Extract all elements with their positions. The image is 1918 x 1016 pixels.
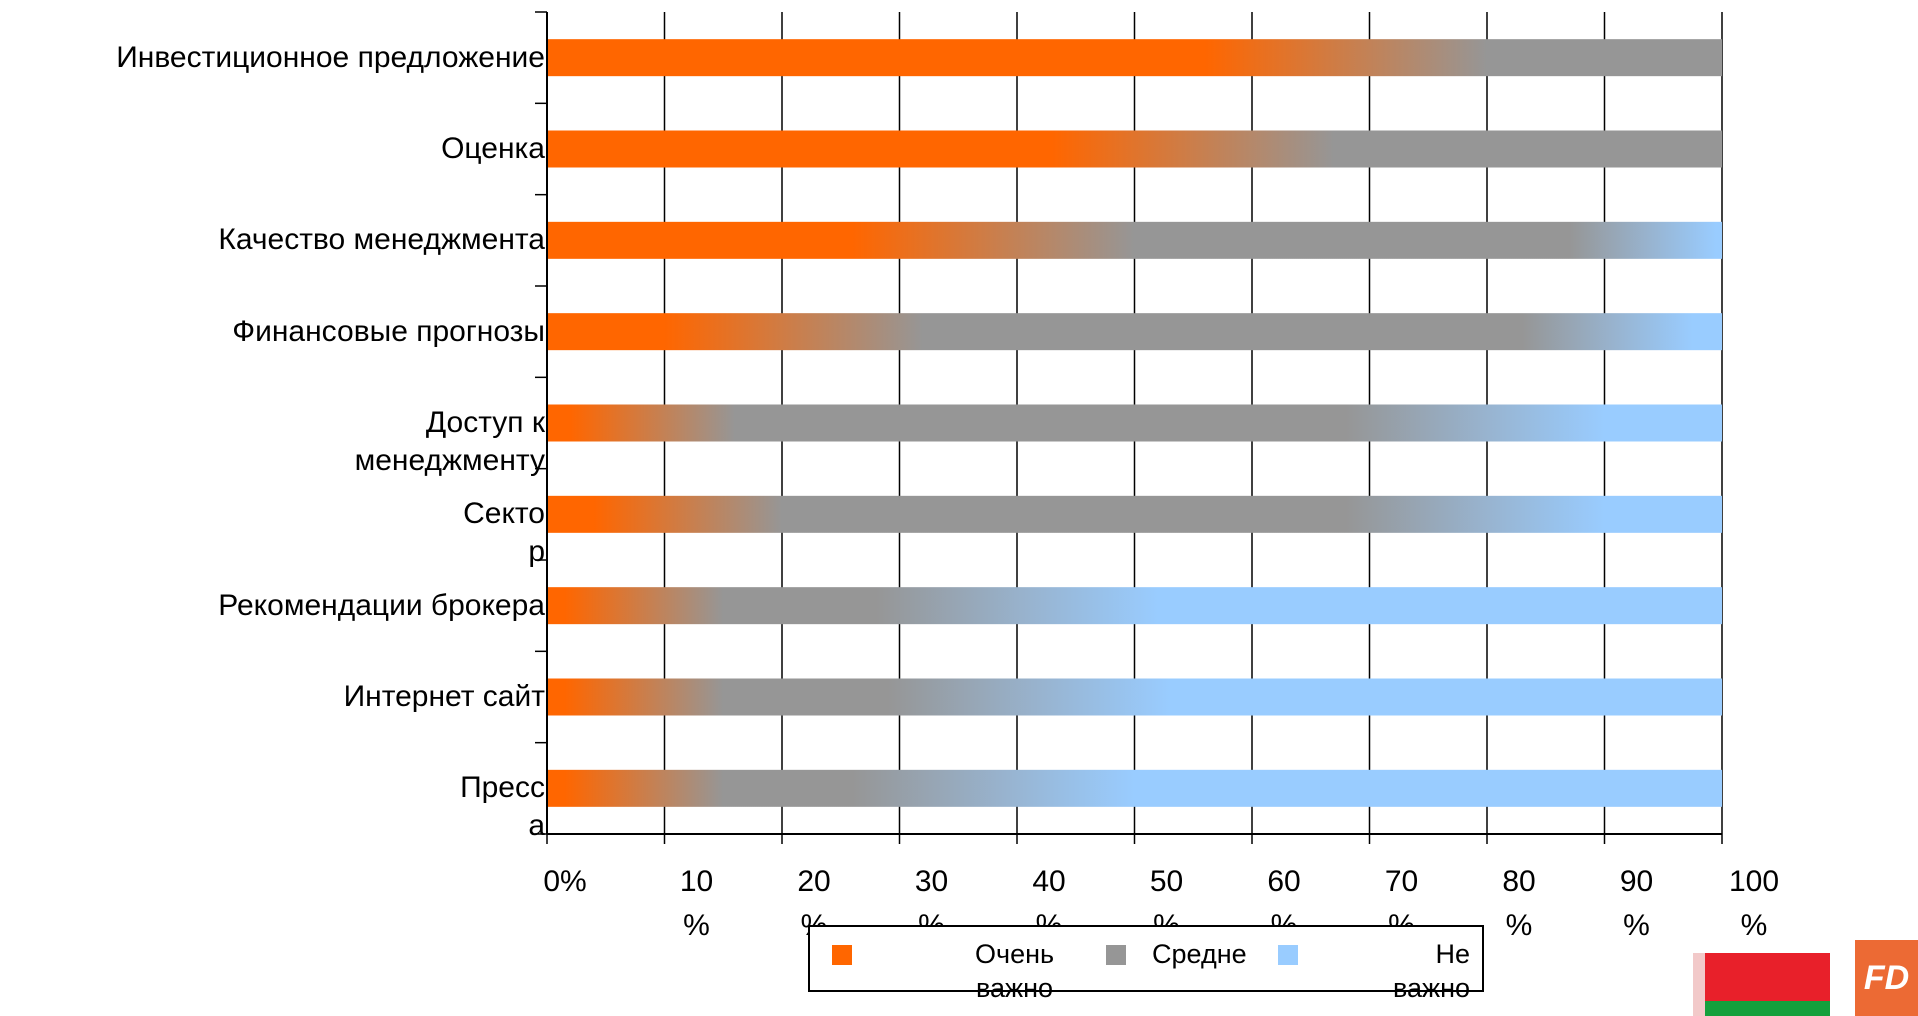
x-tick-label-line: 70 [1384, 865, 1419, 898]
x-tick-label-line: 0% [543, 865, 587, 898]
legend-swatch-very-important [832, 945, 852, 965]
bar-segment [547, 222, 994, 259]
x-tick-label-line: 40 [1032, 865, 1066, 898]
bar-segment [1346, 39, 1722, 76]
bar-row [547, 130, 1722, 168]
bar-segment [582, 679, 1029, 716]
category-label-line: р [528, 535, 545, 569]
x-tick-label-line: 50 [1149, 865, 1184, 898]
category-label-line: Качество менеджмента [218, 223, 545, 257]
bar-row [547, 404, 1722, 442]
x-tick-label-line: % [683, 909, 710, 942]
x-tick-label-line: % [1505, 909, 1533, 942]
bar-segment [594, 405, 1487, 442]
x-tick-label-line: 30 [914, 865, 949, 898]
category-label-line: Рекомендации брокера [218, 588, 545, 622]
bar-segment [547, 39, 1346, 76]
category-label: Интернет сайт [344, 678, 545, 716]
bar-row [547, 495, 1722, 533]
category-label: Секто р [463, 495, 545, 571]
bar-segment [994, 770, 1723, 807]
x-tick-label-line: % [1623, 909, 1650, 942]
bar-row [547, 221, 1722, 259]
x-tick-label-line: % [1740, 909, 1768, 942]
category-label-line: Секто [463, 497, 545, 531]
bar-segment [547, 313, 782, 350]
bar-segment [1487, 496, 1722, 533]
legend-label-medium: Средне [1152, 939, 1247, 969]
bars [547, 39, 1722, 807]
belarus-flag-logo [1693, 953, 1830, 1016]
x-tick-label: 0% [525, 860, 605, 904]
bar-segment [547, 131, 1193, 168]
bar-segment [641, 496, 1487, 533]
category-label: Инвестиционное предложение [116, 39, 545, 77]
legend: Очень важно Средне Не важно [808, 925, 1484, 1003]
x-tick-label-line: 80 [1502, 865, 1536, 898]
bar-segment [1017, 587, 1722, 624]
x-tick-label-line: 90 [1619, 865, 1654, 898]
category-label: Оценка [441, 130, 545, 168]
bar-segment [547, 770, 582, 807]
x-tick-label-line: 60 [1267, 865, 1301, 898]
x-tick-label: 80% [1479, 860, 1559, 948]
category-label-line: Пресс [460, 771, 545, 805]
category-label-line: а [528, 809, 545, 843]
category-label-line: Доступ к [425, 406, 545, 439]
bar-row [547, 678, 1722, 716]
bar-segment [547, 679, 582, 716]
x-tick-label-line: 10 [679, 865, 714, 898]
bar-segment [547, 496, 641, 533]
category-label-line: менеджменту [354, 444, 545, 477]
fd-logo: FD [1855, 940, 1918, 1016]
category-label: Доступ к менеджменту [355, 404, 545, 480]
bar-row [547, 313, 1722, 351]
x-tick-label: 90% [1597, 860, 1677, 948]
category-label: Пресс а [460, 769, 545, 845]
axes [535, 11, 1723, 844]
bar-segment [1663, 313, 1722, 350]
category-label: Качество менеджмента [218, 221, 545, 259]
legend-swatch-medium [1106, 945, 1126, 965]
x-tick-label-line: 100 [1728, 865, 1780, 898]
legend-label-not-important: Не важно [1392, 939, 1470, 1003]
bar-segment [1193, 131, 1722, 168]
category-label: Рекомендации брокера [218, 587, 545, 625]
category-label: Финансовые прогнозы [232, 313, 545, 351]
x-tick-label: 10% [657, 860, 737, 948]
bar-segment [582, 770, 993, 807]
x-tick-label-line: 20 [797, 865, 831, 898]
category-label-line: Инвестиционное предложение [116, 40, 545, 74]
category-label-line: Оценка [441, 132, 545, 165]
category-label-line: Интернет сайт [343, 680, 545, 713]
bar-row [547, 39, 1722, 77]
legend-label-very-important: Очень важно [975, 939, 1055, 1003]
bar-segment [1487, 405, 1722, 442]
bar-row [547, 769, 1722, 807]
x-tick-label: 100% [1714, 860, 1794, 948]
bar-segment [547, 405, 594, 442]
bar-segment [1029, 679, 1722, 716]
bar-segment [782, 313, 1663, 350]
legend-swatch-not-important [1278, 945, 1298, 965]
bar-row [547, 587, 1722, 625]
bar-segment [582, 587, 1017, 624]
category-label-line: Финансовые прогнозы [232, 314, 545, 348]
bar-segment [547, 587, 582, 624]
bar-segment [1710, 222, 1722, 259]
bar-segment [994, 222, 1711, 259]
